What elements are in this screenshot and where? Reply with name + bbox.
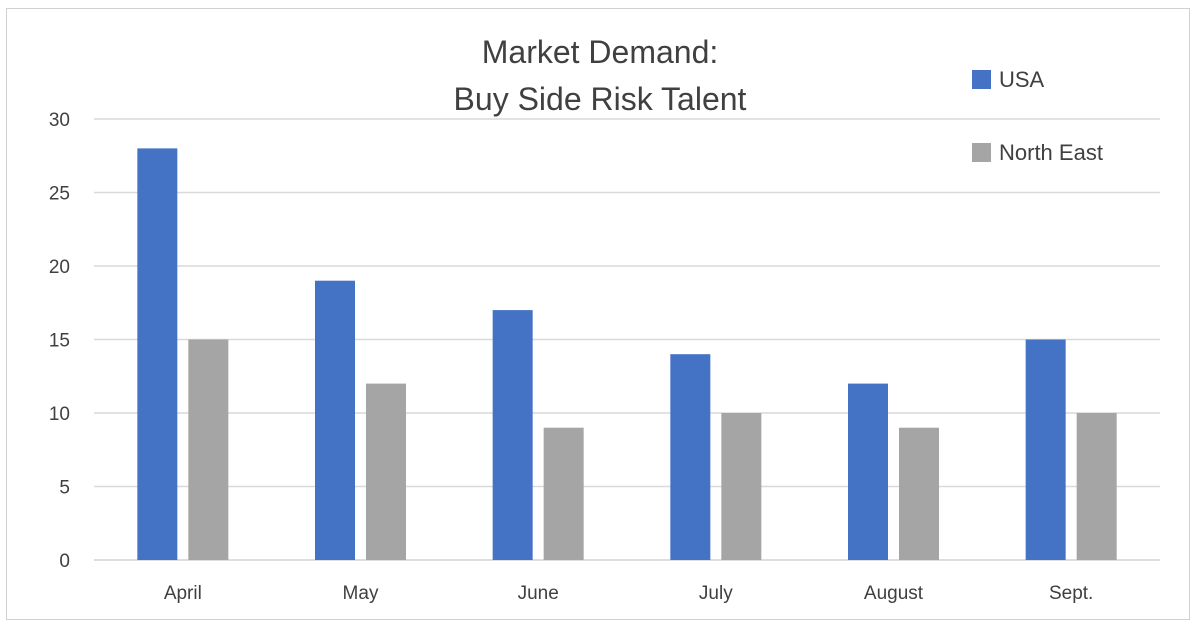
legend-swatch-north-east <box>972 143 991 162</box>
y-tick-label-10: 10 <box>49 404 70 425</box>
bar-north-east-june <box>543 427 584 560</box>
x-tick-label-august: August <box>864 583 924 604</box>
bar-usa-june <box>492 310 533 560</box>
bar-north-east-august <box>899 427 939 560</box>
bar-north-east-may <box>366 383 406 560</box>
bar-usa-april <box>137 148 178 560</box>
y-tick-label-30: 30 <box>49 110 70 131</box>
bar-north-east-sept <box>1076 413 1117 560</box>
x-tick-label-april: April <box>164 583 202 604</box>
bar-usa-sept <box>1025 339 1066 560</box>
y-tick-label-25: 25 <box>49 184 70 205</box>
chart-title-line-2: Buy Side Risk Talent <box>454 81 747 117</box>
gridlines <box>94 118 1160 561</box>
y-tick-label-15: 15 <box>49 331 70 352</box>
y-axis-ticks: 0 5 10 15 20 25 30 <box>49 110 70 572</box>
x-tick-label-june: June <box>518 583 559 604</box>
y-tick-label-0: 0 <box>59 551 70 572</box>
legend-swatch-usa <box>972 70 991 89</box>
legend-label-usa: USA <box>999 67 1045 92</box>
y-tick-label-5: 5 <box>59 478 70 499</box>
legend-label-north-east: North East <box>999 140 1103 165</box>
bars <box>137 148 1117 560</box>
x-tick-label-may: May <box>343 583 379 604</box>
legend: USA North East <box>972 67 1103 165</box>
chart-title: Market Demand: Buy Side Risk Talent <box>454 34 747 117</box>
bar-usa-may <box>315 280 355 560</box>
bar-usa-august <box>848 383 888 560</box>
x-tick-label-july: July <box>699 583 733 604</box>
x-axis-ticks: April May June July August Sept. <box>164 583 1094 604</box>
bar-north-east-april <box>188 339 229 560</box>
chart-title-line-1: Market Demand: <box>482 34 719 70</box>
y-tick-label-20: 20 <box>49 257 70 278</box>
bar-north-east-july <box>721 413 762 560</box>
bar-usa-july <box>670 354 711 560</box>
x-tick-label-sept: Sept. <box>1049 583 1093 604</box>
